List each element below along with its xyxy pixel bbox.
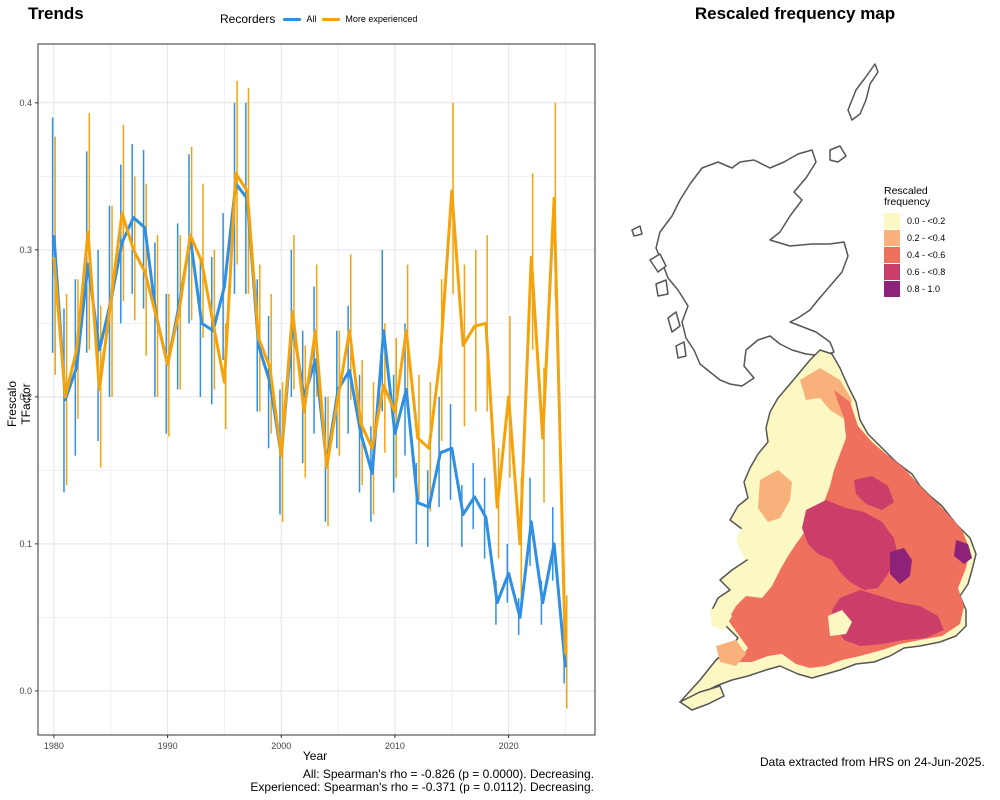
map-legend-title: Rescaled frequency	[884, 186, 945, 208]
map-legend-label: 0.6 - <0.8	[907, 266, 946, 277]
plot-border	[37, 43, 596, 736]
map-legend-row: 0.8 - 1.0	[884, 280, 945, 297]
map-legend-swatch	[884, 263, 900, 280]
spearman-experienced-text: Experienced: Spearman's rho = -0.371 (p …	[250, 780, 594, 794]
map-legend-swatch	[884, 280, 900, 297]
map-legend-swatch	[884, 246, 900, 263]
scotland-outline	[631, 63, 879, 387]
legend-item-all: All	[283, 14, 316, 24]
y-tick-label: 0.4	[19, 98, 32, 108]
gb-frequency-map	[631, 63, 977, 711]
series-line-experienced	[52, 171, 567, 655]
map-legend-row: 0.6 - <0.8	[884, 263, 945, 280]
y-tick-label: 0.1	[19, 539, 32, 549]
chart-legend: Recorders All More experienced	[220, 12, 417, 26]
x-tick-label: 1980	[44, 741, 64, 751]
map-title: Rescaled frequency map	[694, 4, 896, 23]
y-tick-label: 0.0	[19, 686, 32, 696]
x-tick-label: 2010	[385, 741, 405, 751]
map-legend-swatch	[884, 229, 900, 246]
map-legend-label: 0.0 - <0.2	[907, 215, 946, 226]
y-tick-label: 0.3	[19, 245, 32, 255]
map-legend-label: 0.4 - <0.6	[907, 249, 946, 260]
map-legend-row: 0.4 - <0.6	[884, 246, 945, 263]
data-extract-note: Data extracted from HRS on 24-Jun-2025.	[760, 755, 985, 769]
chart-title: Trends	[28, 4, 84, 23]
series-line-all	[52, 182, 567, 668]
y-axis-label: Frescalo TFactor	[5, 381, 33, 428]
map-legend-swatch	[884, 212, 900, 229]
map-legend-label: 0.2 - <0.4	[907, 232, 946, 243]
legend-item-experienced: More experienced	[322, 14, 417, 24]
x-axis-label: Year	[302, 749, 328, 763]
legend-swatch-all	[283, 17, 302, 21]
map-legend-title-line1: Rescaled	[884, 185, 928, 197]
map-legend-row: 0.2 - <0.4	[884, 229, 945, 246]
legend-label-experienced: More experienced	[345, 14, 418, 24]
x-tick-label: 1990	[158, 741, 178, 751]
map-legend-row: 0.0 - <0.2	[884, 212, 945, 229]
x-tick-label: 2000	[271, 741, 291, 751]
legend-label-all: All	[306, 14, 317, 24]
map-legend: Rescaled frequency 0.0 - <0.2 0.2 - <0.4…	[884, 186, 945, 297]
spearman-all-text: All: Spearman's rho = -0.826 (p = 0.0000…	[302, 767, 594, 781]
legend-swatch-experienced	[322, 17, 341, 21]
legend-title: Recorders	[220, 12, 276, 26]
map-legend-label: 0.8 - 1.0	[907, 283, 941, 294]
y-tick-label: 0.2	[19, 392, 32, 402]
map-legend-title-line2: frequency	[884, 196, 931, 208]
trend-chart: 0.0 0.1 0.2 0.3 0.4 1980 1990 2000 2010 2020	[19, 43, 596, 751]
x-tick-label: 2020	[499, 741, 519, 751]
england-wales-fill	[679, 349, 977, 703]
cornwall-outline	[678, 685, 725, 711]
